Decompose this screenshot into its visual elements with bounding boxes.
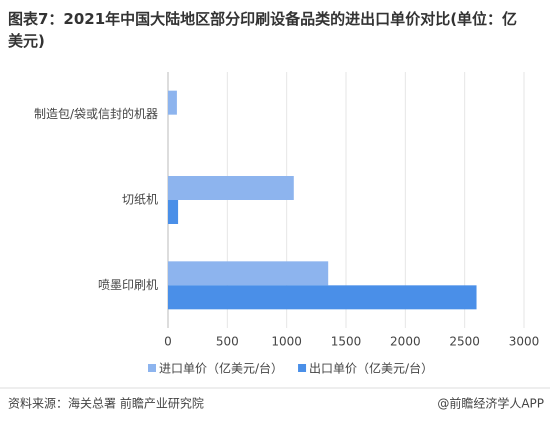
x-tick-label: 1000 bbox=[271, 335, 302, 349]
legend-label: 出口单价（亿美元/台） bbox=[309, 361, 433, 376]
chart-title: 图表7：2021年中国大陆地区部分印刷设备品类的进出口单价对比(单位：亿美元) bbox=[8, 10, 518, 50]
legend-label: 进口单价（亿美元/台） bbox=[159, 361, 283, 376]
x-tick-label: 0 bbox=[164, 335, 172, 349]
bar bbox=[168, 176, 294, 200]
legend-swatch bbox=[298, 364, 307, 372]
x-tick-label: 3000 bbox=[509, 335, 540, 349]
y-tick-label: 制造包/袋或信封的机器 bbox=[34, 106, 158, 121]
credit: @前瞻经济学人APP bbox=[437, 396, 544, 411]
bar bbox=[168, 285, 477, 310]
x-tick-label: 500 bbox=[216, 335, 239, 349]
bar bbox=[168, 261, 329, 286]
x-tick-label: 2000 bbox=[390, 335, 421, 349]
x-tick-label: 2500 bbox=[449, 335, 480, 349]
x-tick-label: 1500 bbox=[331, 335, 362, 349]
y-tick-label: 喷墨印刷机 bbox=[98, 278, 158, 292]
legend-swatch bbox=[148, 364, 156, 372]
bar bbox=[168, 90, 177, 115]
bar bbox=[168, 200, 179, 224]
source: 资料来源：海关总署 前瞻产业研究院 bbox=[8, 396, 204, 411]
y-tick-label: 切纸机 bbox=[122, 193, 158, 207]
